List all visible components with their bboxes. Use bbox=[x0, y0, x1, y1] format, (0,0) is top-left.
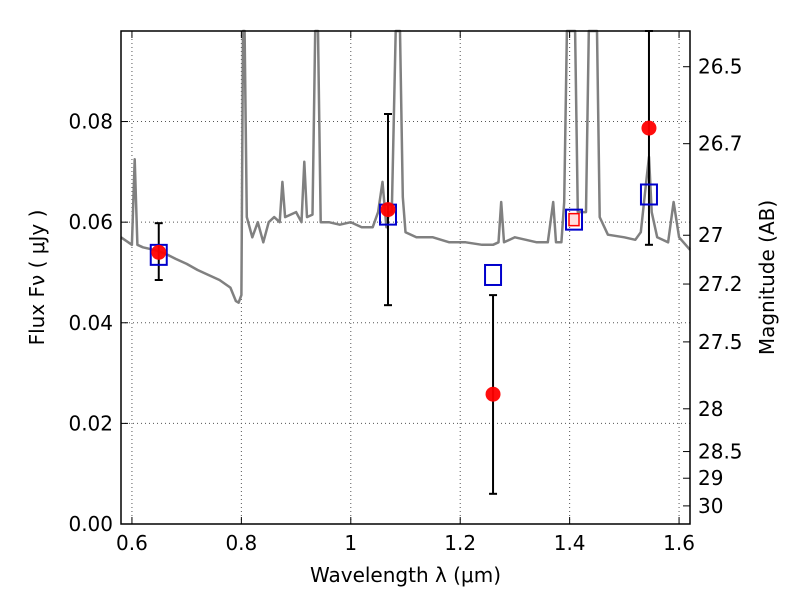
y-tick-label: 0.04 bbox=[68, 311, 113, 335]
observed-point bbox=[641, 120, 657, 136]
y-tick-label: 0.06 bbox=[68, 210, 113, 234]
y-tick-label: 0.00 bbox=[68, 512, 113, 536]
x-tick-label: 1.6 bbox=[663, 531, 695, 555]
observed-point bbox=[485, 386, 501, 402]
observed-errorbars bbox=[154, 30, 653, 495]
model-photometry-square bbox=[484, 263, 503, 286]
model-photometry-squares bbox=[149, 183, 658, 286]
model-spectrum bbox=[120, 29, 691, 304]
axis-ticks: 0.6 0.8 1 1.2 1.4 1.6 0.00 0.02 0.04 0.06 0.08 26.5… bbox=[68, 31, 743, 555]
spectrum-line bbox=[120, 29, 691, 304]
right-tick-label: 26.7 bbox=[698, 132, 743, 156]
x-axis-label: Wavelength λ (μm) bbox=[310, 563, 501, 587]
right-tick-label: 26.5 bbox=[698, 55, 743, 79]
model-photometry-square bbox=[565, 208, 584, 231]
right-tick-label: 27.5 bbox=[698, 330, 743, 354]
right-tick-label: 27 bbox=[698, 223, 723, 247]
grid-lines bbox=[121, 31, 690, 524]
y-axis-right-label: Magnitude (AB) bbox=[755, 200, 779, 355]
right-tick-label: 27.2 bbox=[698, 272, 743, 296]
right-tick-label: 28.5 bbox=[698, 440, 743, 464]
y-tick-label: 0.02 bbox=[68, 411, 113, 435]
model-photometry-square bbox=[639, 183, 658, 206]
plot-frame bbox=[120, 30, 691, 525]
x-tick-label: 0.6 bbox=[116, 531, 148, 555]
x-tick-label: 1.2 bbox=[444, 531, 476, 555]
x-tick-label: 1.4 bbox=[554, 531, 586, 555]
right-tick-label: 29 bbox=[698, 466, 723, 490]
x-tick-label: 0.8 bbox=[225, 531, 257, 555]
extra-model-marker bbox=[568, 212, 580, 227]
y-tick-label: 0.08 bbox=[68, 110, 113, 134]
observed-point bbox=[151, 244, 167, 260]
observed-points bbox=[151, 120, 657, 402]
right-tick-label: 28 bbox=[698, 397, 723, 421]
y-axis-label: Flux Fν ( μJy ) bbox=[25, 210, 49, 346]
x-tick-label: 1 bbox=[344, 531, 357, 555]
right-tick-label: 30 bbox=[698, 494, 723, 518]
observed-point bbox=[380, 202, 396, 218]
